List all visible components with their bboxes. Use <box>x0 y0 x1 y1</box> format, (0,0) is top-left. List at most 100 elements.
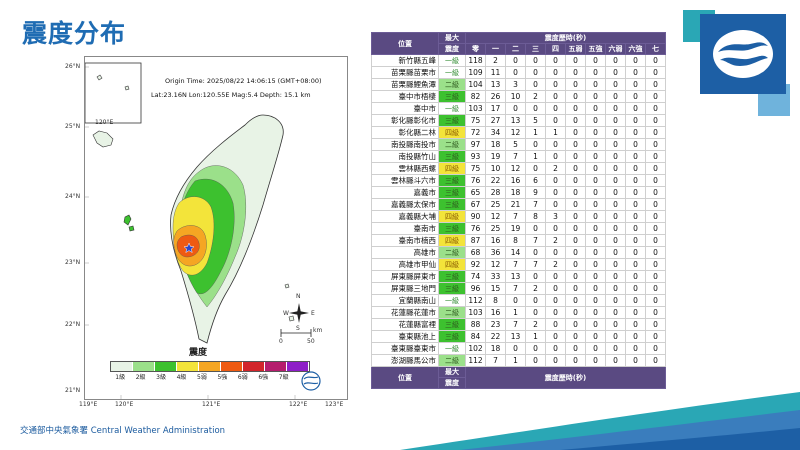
compass-s: S <box>296 325 300 332</box>
duration-cell: 0 <box>565 306 586 319</box>
duration-cell: 0 <box>605 246 626 259</box>
duration-cell: 0 <box>525 306 546 319</box>
station-name: 臺東縣臺東市 <box>371 342 439 355</box>
duration-cell: 0 <box>605 90 626 103</box>
table-row: 花蓮縣富裡 三級 88 23 7 2 0 0 0 0 0 0 <box>371 318 666 331</box>
duration-cell: 0 <box>545 294 566 307</box>
footer-history: 震度歷時(秒) <box>465 366 666 389</box>
station-name: 屏東縣三地門 <box>371 282 439 295</box>
duration-cell: 0 <box>505 66 526 79</box>
duration-cell: 0 <box>625 162 646 175</box>
station-name: 雲林縣斗六市 <box>371 174 439 187</box>
inset-lon-label: 120°E <box>95 119 114 126</box>
duration-cell: 76 <box>465 174 486 187</box>
duration-cell: 0 <box>585 282 606 295</box>
duration-cell: 0 <box>545 270 566 283</box>
duration-cell: 0 <box>585 150 606 163</box>
lon-tick: 121°E <box>202 401 221 408</box>
scale-unit: km <box>313 327 323 334</box>
duration-cell: 0 <box>645 222 666 235</box>
duration-cell: 0 <box>625 330 646 343</box>
duration-cell: 0 <box>605 102 626 115</box>
legend-label: 4級 <box>176 374 187 381</box>
footer-wave <box>400 392 800 450</box>
duration-cell: 0 <box>525 354 546 367</box>
duration-cell: 0 <box>605 294 626 307</box>
legend-swatch <box>155 362 177 371</box>
lat-tick: 24°N <box>65 193 81 200</box>
duration-cell: 12 <box>505 126 526 139</box>
lat-tick: 26°N <box>65 63 81 70</box>
duration-cell: 0 <box>525 138 546 151</box>
duration-cell: 0 <box>605 138 626 151</box>
column-header: 五強 <box>585 43 606 55</box>
origin-time-label: Origin Time: 2025/08/22 14:06:15 (GMT+08… <box>165 77 322 85</box>
duration-cell: 0 <box>625 354 646 367</box>
duration-cell: 0 <box>605 282 626 295</box>
duration-cell: 0 <box>645 330 666 343</box>
max-intensity-badge: 三級 <box>438 174 466 187</box>
duration-cell: 0 <box>585 234 606 247</box>
duration-cell: 0 <box>565 66 586 79</box>
duration-cell: 0 <box>565 198 586 211</box>
intensity-duration-table: 位置 最大 震度歷時(秒) 震度 零一二三四五弱 五強 六弱 六強七 新竹縣五峰 一級 1… <box>371 32 666 389</box>
page-title: 震度分布 <box>22 19 127 48</box>
duration-cell: 0 <box>545 282 566 295</box>
station-name: 彰化縣彰化市 <box>371 114 439 127</box>
lon-tick: 122°E <box>289 401 308 408</box>
duration-cell: 0 <box>625 342 646 355</box>
legend-swatch <box>221 362 243 371</box>
duration-cell: 76 <box>465 222 486 235</box>
legend-label: 1級 <box>115 374 126 381</box>
duration-cell: 0 <box>645 162 666 175</box>
duration-cell: 0 <box>605 354 626 367</box>
duration-cell: 0 <box>585 114 606 127</box>
max-intensity-badge: 四級 <box>438 234 466 247</box>
duration-cell: 0 <box>545 306 566 319</box>
duration-cell: 2 <box>525 90 546 103</box>
duration-cell: 0 <box>645 246 666 259</box>
max-intensity-badge: 二級 <box>438 246 466 259</box>
duration-cell: 0 <box>605 54 626 67</box>
duration-cell: 1 <box>545 126 566 139</box>
duration-cell: 18 <box>485 342 506 355</box>
station-name: 澎湖縣馬公市 <box>371 354 439 367</box>
legend-swatch <box>199 362 221 371</box>
duration-cell: 0 <box>525 54 546 67</box>
duration-cell: 34 <box>485 126 506 139</box>
station-name: 彰化縣二林 <box>371 126 439 139</box>
table-row: 臺中市梧棲 三級 82 26 10 2 0 0 0 0 0 0 <box>371 90 666 103</box>
station-name: 雲林縣西螺 <box>371 162 439 175</box>
duration-cell: 0 <box>585 294 606 307</box>
legend-swatch <box>265 362 287 371</box>
lon-tick: 123°E <box>325 401 344 408</box>
duration-cell: 0 <box>565 246 586 259</box>
duration-cell: 0 <box>645 150 666 163</box>
duration-cell: 7 <box>505 258 526 271</box>
legend-swatch <box>243 362 265 371</box>
duration-cell: 0 <box>605 186 626 199</box>
duration-cell: 13 <box>505 114 526 127</box>
compass-e: E <box>311 310 315 317</box>
duration-cell: 0 <box>605 342 626 355</box>
duration-cell: 7 <box>505 210 526 223</box>
legend-label: 5強 <box>217 374 228 381</box>
duration-cell: 19 <box>505 222 526 235</box>
duration-cell: 22 <box>485 330 506 343</box>
duration-cell: 22 <box>485 174 506 187</box>
duration-cell: 25 <box>485 198 506 211</box>
table-row: 嘉義市 三級 65 28 18 9 0 0 0 0 0 0 <box>371 186 666 199</box>
duration-cell: 0 <box>585 246 606 259</box>
duration-cell: 0 <box>625 102 646 115</box>
header-history: 震度歷時(秒) <box>465 32 666 44</box>
duration-cell: 0 <box>605 258 626 271</box>
header-location: 位置 <box>371 32 439 55</box>
max-intensity-badge: 二級 <box>438 78 466 91</box>
duration-cell: 5 <box>505 138 526 151</box>
duration-cell: 0 <box>565 222 586 235</box>
duration-cell: 0 <box>585 210 606 223</box>
column-header: 二 <box>505 43 526 55</box>
duration-cell: 0 <box>625 66 646 79</box>
duration-cell: 0 <box>645 138 666 151</box>
duration-cell: 112 <box>465 294 486 307</box>
